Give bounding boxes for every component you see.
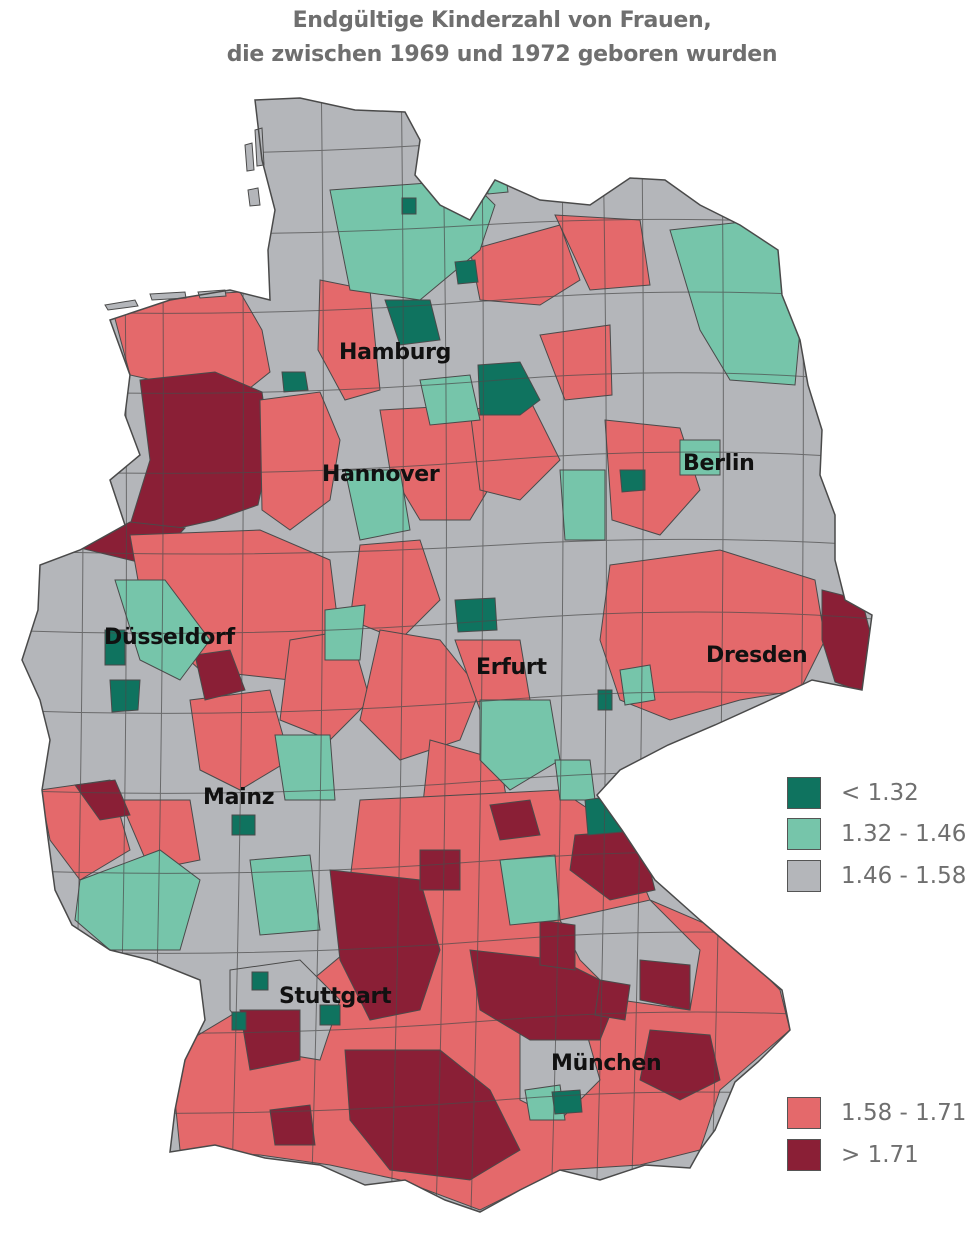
region-low-thueringen-ost [479, 699, 561, 791]
region-very-low-berlin-nord [619, 469, 646, 493]
region-very-low-leipzig [597, 689, 613, 711]
region-very-low-luebeck [454, 259, 479, 285]
district-line [22, 611, 872, 634]
legend-item-low: 1.32 - 1.46 [787, 817, 966, 851]
district-line [22, 131, 872, 154]
region-very-high-muensterland [129, 371, 271, 531]
region-very-low-halle [454, 597, 498, 633]
city-label-dresden: Dresden [706, 643, 807, 668]
region-very-low-hamburg [384, 299, 441, 346]
region-very-low-bremen [281, 371, 309, 393]
region-high-ostwestfalen [259, 391, 341, 531]
city-label-mainz: Mainz [203, 785, 274, 810]
region-very-high-bamberg [419, 849, 461, 891]
north-sea-islands [104, 127, 265, 311]
legend-item-very-high: > 1.71 [787, 1138, 919, 1172]
region-very-high-regensburg [639, 959, 691, 1011]
district-line [309, 98, 324, 1212]
region-high-mecklenburg-west [469, 224, 581, 306]
legend-label: 1.58 - 1.71 [841, 1100, 967, 1126]
legend-label: < 1.32 [841, 780, 919, 806]
region-very-high-bodensee [269, 1104, 316, 1146]
region-low-dresden [619, 664, 656, 706]
city-label-hamburg: Hamburg [339, 340, 451, 365]
region-very-high-oberpfalz [594, 979, 631, 1021]
region-very-high-landshut [639, 1029, 721, 1101]
region-very-high-trier [74, 779, 131, 821]
region-low-odenwald [249, 854, 321, 936]
legend-swatch [787, 777, 821, 809]
legend-swatch [787, 1097, 821, 1129]
region-high-prignitz [539, 324, 613, 401]
legend-label: 1.32 - 1.46 [841, 821, 967, 847]
chart-title: Endgültige Kinderzahl von Frauen, die zw… [0, 4, 978, 72]
city-label-muenchen: München [551, 1051, 661, 1076]
city-label-hannover: Hannover [322, 462, 440, 487]
region-low-eichsfeld [324, 604, 366, 661]
region-very-high-nuernberg [489, 799, 541, 841]
region-very-low-wolfsburg [477, 361, 541, 416]
region-very-high-schwarzwald [239, 1009, 301, 1071]
island [104, 299, 139, 311]
legend-swatch [787, 860, 821, 892]
region-very-low-weimar [584, 794, 623, 836]
region-very-high-sauerland [194, 649, 246, 701]
region-low-berlin [679, 439, 721, 476]
legend-item-very-low: < 1.32 [787, 776, 919, 810]
city-labels: Hamburg Hannover Berlin Düsseldorf Erfur… [104, 340, 808, 1076]
region-very-low-stuttgart [319, 1004, 341, 1026]
region-very-low-muenchen [551, 1089, 583, 1115]
region-high-thueringen-west [359, 629, 481, 761]
region-high-brandenburg-west [604, 419, 701, 536]
city-label-duesseldorf: Düsseldorf [104, 625, 236, 650]
city-label-berlin: Berlin [683, 451, 754, 476]
region-high-emsland [109, 291, 271, 393]
region-very-low-karlsruhe [251, 971, 269, 991]
region-low-hessen [274, 734, 336, 801]
title-line-2: die zwischen 1969 und 1972 geboren wurde… [226, 42, 778, 67]
region-very-low-koeln [104, 629, 126, 666]
region-very-low-kiel-stadt [401, 197, 417, 215]
region-low-berlin-umland [559, 469, 606, 541]
region-high-rostock [554, 214, 651, 291]
legend-swatch [787, 818, 821, 850]
district-line [22, 538, 872, 556]
island [247, 187, 261, 207]
legend-swatch [787, 1139, 821, 1171]
region-very-high-oberschwaben [344, 1049, 521, 1181]
region-high-hessen-mitte [189, 689, 291, 791]
legend-label: > 1.71 [841, 1142, 919, 1168]
region-low-pfalz [74, 849, 201, 951]
legend-label: 1.46 - 1.58 [841, 863, 967, 889]
region-high-lausitz [599, 549, 826, 721]
region-very-low-freiburg [231, 1011, 247, 1031]
region-low-hannover [344, 469, 411, 541]
title-line-1: Endgültige Kinderzahl von Frauen, [292, 8, 712, 33]
city-label-erfurt: Erfurt [476, 655, 547, 680]
legend-item-medium: 1.46 - 1.58 [787, 859, 966, 893]
island [244, 142, 255, 172]
legend-item-high: 1.58 - 1.71 [787, 1096, 966, 1130]
district-line [389, 98, 404, 1212]
region-low-uelzen [419, 374, 481, 426]
region-very-low-mainz [231, 814, 256, 836]
region-very-low-bonn [109, 679, 141, 713]
city-label-stuttgart: Stuttgart [279, 984, 392, 1009]
region-low-coburg [499, 854, 561, 926]
